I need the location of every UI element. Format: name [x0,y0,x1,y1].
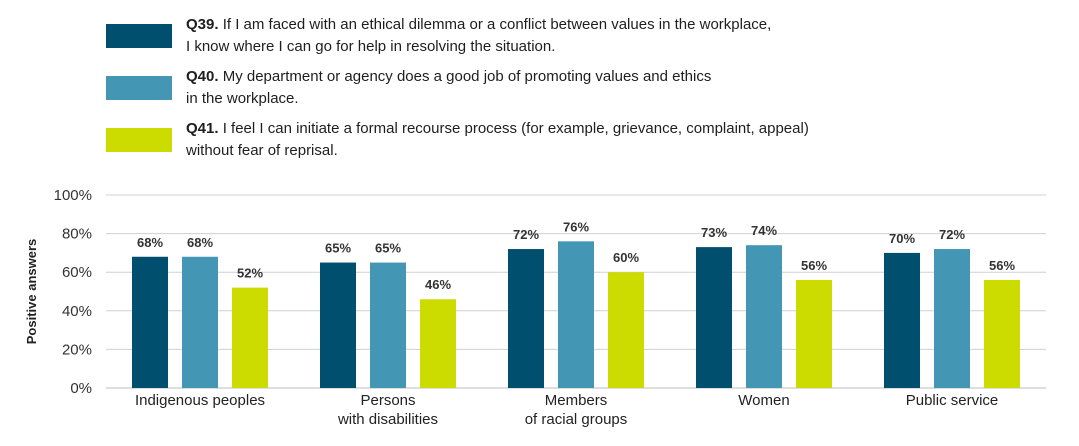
bar-q39 [132,256,168,388]
data-label: 73% [701,225,727,240]
x-category-label: of racial groups [525,411,628,428]
y-axis-label: Positive answers [24,239,39,345]
legend-question-number: Q39. [186,16,219,33]
x-category-label: Women [738,392,789,409]
bar-chart: 0% 20% 40% 60% 80% 100% Positive answers 68% 68%… [24,187,1046,428]
legend-swatch-q40 [106,76,172,100]
legend-question-number: Q40. [186,68,219,85]
x-category-label: Members [545,392,608,409]
bar-q41 [796,279,832,388]
bar-q41 [232,287,268,388]
data-label: 74% [751,223,777,238]
bar-q41 [984,279,1020,388]
legend-text-q39: Q39. If I am faced with an ethical dilem… [186,14,866,58]
data-label: 65% [375,241,401,256]
legend-question-text-cont: without fear of reprisal. [186,142,338,159]
bar-q40 [182,256,218,388]
legend-question-text-cont: I know where I can go for help in resolv… [186,38,556,55]
y-tick-label: 80% [62,226,92,243]
bar-q40 [746,245,782,388]
legend-text-q41: Q41. I feel I can initiate a formal reco… [186,118,866,162]
y-tick-label: 60% [62,264,92,281]
bar-q41 [608,272,644,388]
y-tick-label: 20% [62,341,92,358]
data-label: 52% [237,266,263,281]
data-label: 46% [425,277,451,292]
data-label: 68% [137,235,163,250]
data-label: 56% [801,258,827,273]
bar-q40 [934,249,970,388]
y-tick-label: 40% [62,303,92,320]
legend-item-q39: Q39. If I am faced with an ethical dilem… [106,14,866,58]
legend-question-text: If I am faced with an ethical dilemma or… [218,16,772,33]
x-category-label: with disabilities [337,411,438,428]
legend-swatch-q39 [106,24,172,48]
bar-q39 [320,262,356,388]
data-label: 68% [187,235,213,250]
chart-legend: Q39. If I am faced with an ethical dilem… [0,0,1079,170]
data-label: 70% [889,231,915,246]
legend-item-q40: Q40. My department or agency does a good… [106,66,866,110]
data-label: 65% [325,241,351,256]
bar-q41 [420,299,456,388]
bar-q40 [370,262,406,388]
legend-question-text: My department or agency does a good job … [218,68,712,85]
bar-q39 [696,247,732,388]
legend-question-number: Q41. [186,120,219,137]
legend-question-text: I feel I can initiate a formal recourse … [218,120,809,137]
data-label: 76% [563,219,589,234]
data-label: 72% [939,227,965,242]
x-category-label: Indigenous peoples [135,392,265,409]
legend-item-q41: Q41. I feel I can initiate a formal reco… [106,118,866,162]
y-tick-label: 0% [70,380,92,397]
x-category-label: Persons [360,392,415,409]
legend-question-text-cont: in the workplace. [186,90,299,107]
bar-q39 [508,249,544,388]
data-label: 72% [513,227,539,242]
bar-q39 [884,252,920,388]
bar-q40 [558,241,594,388]
data-label: 60% [613,250,639,265]
x-category-label: Public service [906,392,999,409]
legend-text-q40: Q40. My department or agency does a good… [186,66,866,110]
legend-swatch-q41 [106,128,172,152]
data-label: 56% [989,258,1015,273]
y-tick-label: 100% [54,187,92,204]
